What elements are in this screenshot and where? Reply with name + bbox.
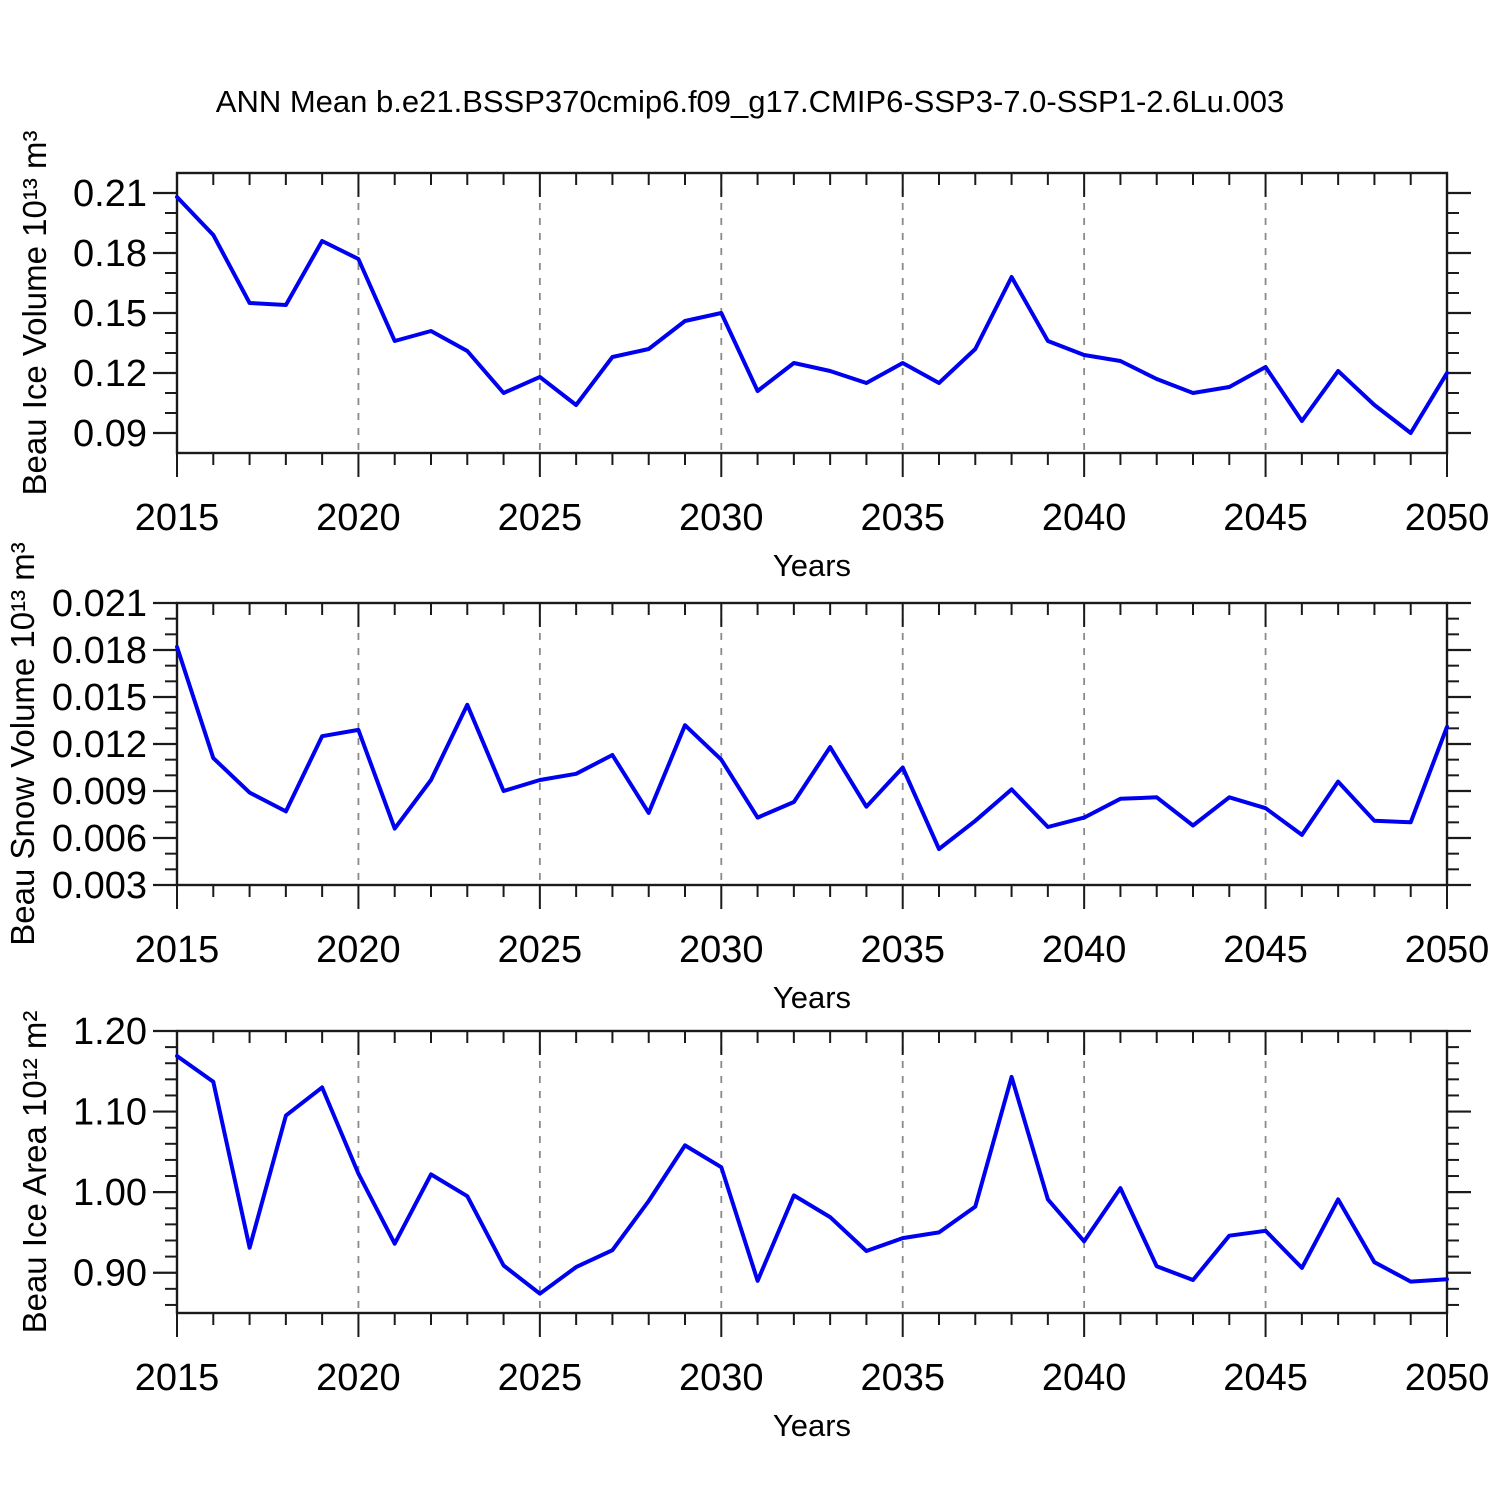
data-line-beau-snow-volume [175, 644, 1449, 851]
x-tick-label: 2025 [498, 1357, 583, 1399]
plot-frame [175, 1029, 1449, 1315]
y-tick-label: 1.10 [73, 1092, 147, 1134]
x-tick-label: 2040 [1042, 497, 1127, 539]
x-tick-label: 2020 [316, 1357, 401, 1399]
y-tick-label: 0.012 [52, 724, 147, 766]
chart-beau-ice-volume: 0.09 0.12 0.15 0.18 0.21 2015 2020 2025 2030 2035… [73, 171, 1490, 539]
chart-beau-ice-area: 0.90 1.00 1.10 1.20 2015 2020 2025 2030 2035 2040… [73, 1011, 1489, 1399]
y-axis-label-ice-volume: Beau Ice Volume 10¹³ m³ [16, 130, 53, 496]
x-axis-label-years: Years [772, 548, 852, 583]
x-tick-label: 2040 [1042, 929, 1127, 971]
y-tick-label: 0.90 [73, 1253, 147, 1295]
y-axis-label-ice-area: Beau Ice Area 10¹² m² [16, 1010, 53, 1334]
y-axis-label-snow-volume: Beau Snow Volume 10¹³ m³ [4, 542, 41, 946]
x-tick-label: 2035 [860, 497, 945, 539]
x-tick-label: 2015 [135, 497, 220, 539]
x-tick-label: 2045 [1223, 1357, 1308, 1399]
plot-frame [175, 171, 1449, 455]
x-tick-label: 2040 [1042, 1357, 1127, 1399]
x-tick-label: 2025 [498, 497, 583, 539]
chart-beau-snow-volume: 0.003 0.006 0.009 0.012 0.015 0.018 0.021 2015 2… [52, 583, 1489, 971]
y-tick-label: 0.12 [73, 353, 147, 395]
figure-title: ANN Mean b.e21.BSSP370cmip6.f09_g17.CMIP… [215, 84, 1285, 119]
y-tick-label: 0.015 [52, 677, 147, 719]
y-tick-label: 0.15 [73, 293, 147, 335]
y-tick-label: 1.00 [73, 1172, 147, 1214]
y-tick-label: 0.009 [52, 771, 147, 813]
y-tick-label: 0.21 [73, 173, 147, 215]
y-tick-label: 0.09 [73, 413, 147, 455]
x-tick-label: 2045 [1223, 929, 1308, 971]
y-tick-label: 0.018 [52, 630, 147, 672]
x-tick-label: 2015 [135, 1357, 220, 1399]
x-tick-label: 2020 [316, 929, 401, 971]
x-tick-label: 2050 [1405, 497, 1490, 539]
y-tick-label: 0.18 [73, 233, 147, 275]
x-axis-label-years: Years [772, 1408, 852, 1443]
x-tick-label: 2050 [1405, 929, 1490, 971]
x-tick-label: 2035 [860, 929, 945, 971]
x-tick-label: 2045 [1223, 497, 1308, 539]
x-tick-label: 2030 [679, 497, 764, 539]
y-tick-label: 0.021 [52, 583, 147, 625]
y-tick-label: 1.20 [73, 1011, 147, 1053]
x-tick-label: 2050 [1405, 1357, 1490, 1399]
x-tick-label: 2020 [316, 497, 401, 539]
x-tick-label: 2030 [679, 929, 764, 971]
data-line-beau-ice-area [175, 1054, 1449, 1296]
y-tick-label: 0.006 [52, 818, 147, 860]
x-tick-label: 2025 [498, 929, 583, 971]
x-tick-label: 2030 [679, 1357, 764, 1399]
plot-frame [175, 601, 1449, 887]
x-tick-label: 2035 [860, 1357, 945, 1399]
x-tick-label: 2015 [135, 929, 220, 971]
y-tick-label: 0.003 [52, 865, 147, 907]
data-line-beau-ice-volume [175, 195, 1449, 435]
x-axis-label-years: Years [772, 980, 852, 1015]
